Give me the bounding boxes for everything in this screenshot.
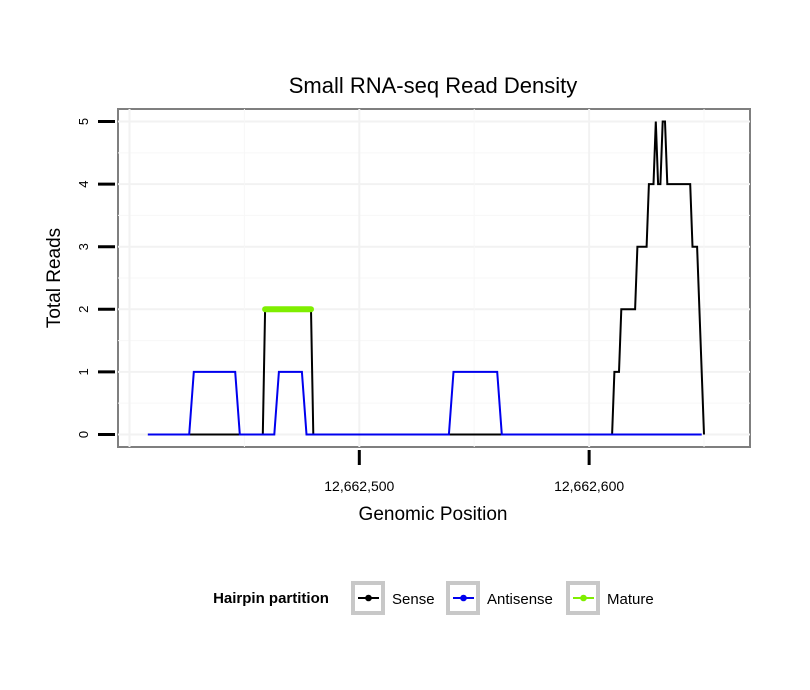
x-tick-label: 12,662,500 bbox=[324, 478, 394, 494]
y-axis: 0 1 2 3 4 5 bbox=[76, 118, 115, 438]
legend-label-antisense: Antisense bbox=[487, 591, 553, 608]
legend-label-sense: Sense bbox=[392, 591, 435, 608]
legend-label-mature: Mature bbox=[607, 591, 654, 608]
y-tick-label: 0 bbox=[76, 431, 91, 438]
series-layer bbox=[147, 120, 705, 436]
series-line-sense bbox=[147, 120, 705, 436]
chart-title: Small RNA-seq Read Density bbox=[289, 73, 578, 98]
legend-title: Hairpin partition bbox=[213, 590, 329, 607]
x-tick-label: 12,662,600 bbox=[554, 478, 624, 494]
y-tick-label: 4 bbox=[76, 180, 91, 187]
legend-dot-sense bbox=[365, 594, 372, 602]
y-tick-label: 1 bbox=[76, 368, 91, 375]
y-tick-label: 2 bbox=[76, 306, 91, 313]
y-tick-label: 5 bbox=[76, 118, 91, 125]
legend-item-antisense: Antisense bbox=[446, 581, 553, 615]
legend-dot-mature bbox=[580, 594, 587, 602]
legend: Hairpin partition Sense Antisense Mature bbox=[213, 581, 654, 615]
series-line-antisense bbox=[147, 370, 702, 436]
y-tick-label: 3 bbox=[76, 243, 91, 250]
x-axis-label: Genomic Position bbox=[359, 504, 508, 525]
legend-item-sense: Sense bbox=[351, 581, 435, 615]
y-axis-label: Total Reads bbox=[44, 228, 65, 328]
legend-item-mature: Mature bbox=[566, 581, 654, 615]
x-axis: 12,662,500 12,662,600 bbox=[324, 450, 624, 494]
legend-dot-antisense bbox=[460, 594, 467, 602]
